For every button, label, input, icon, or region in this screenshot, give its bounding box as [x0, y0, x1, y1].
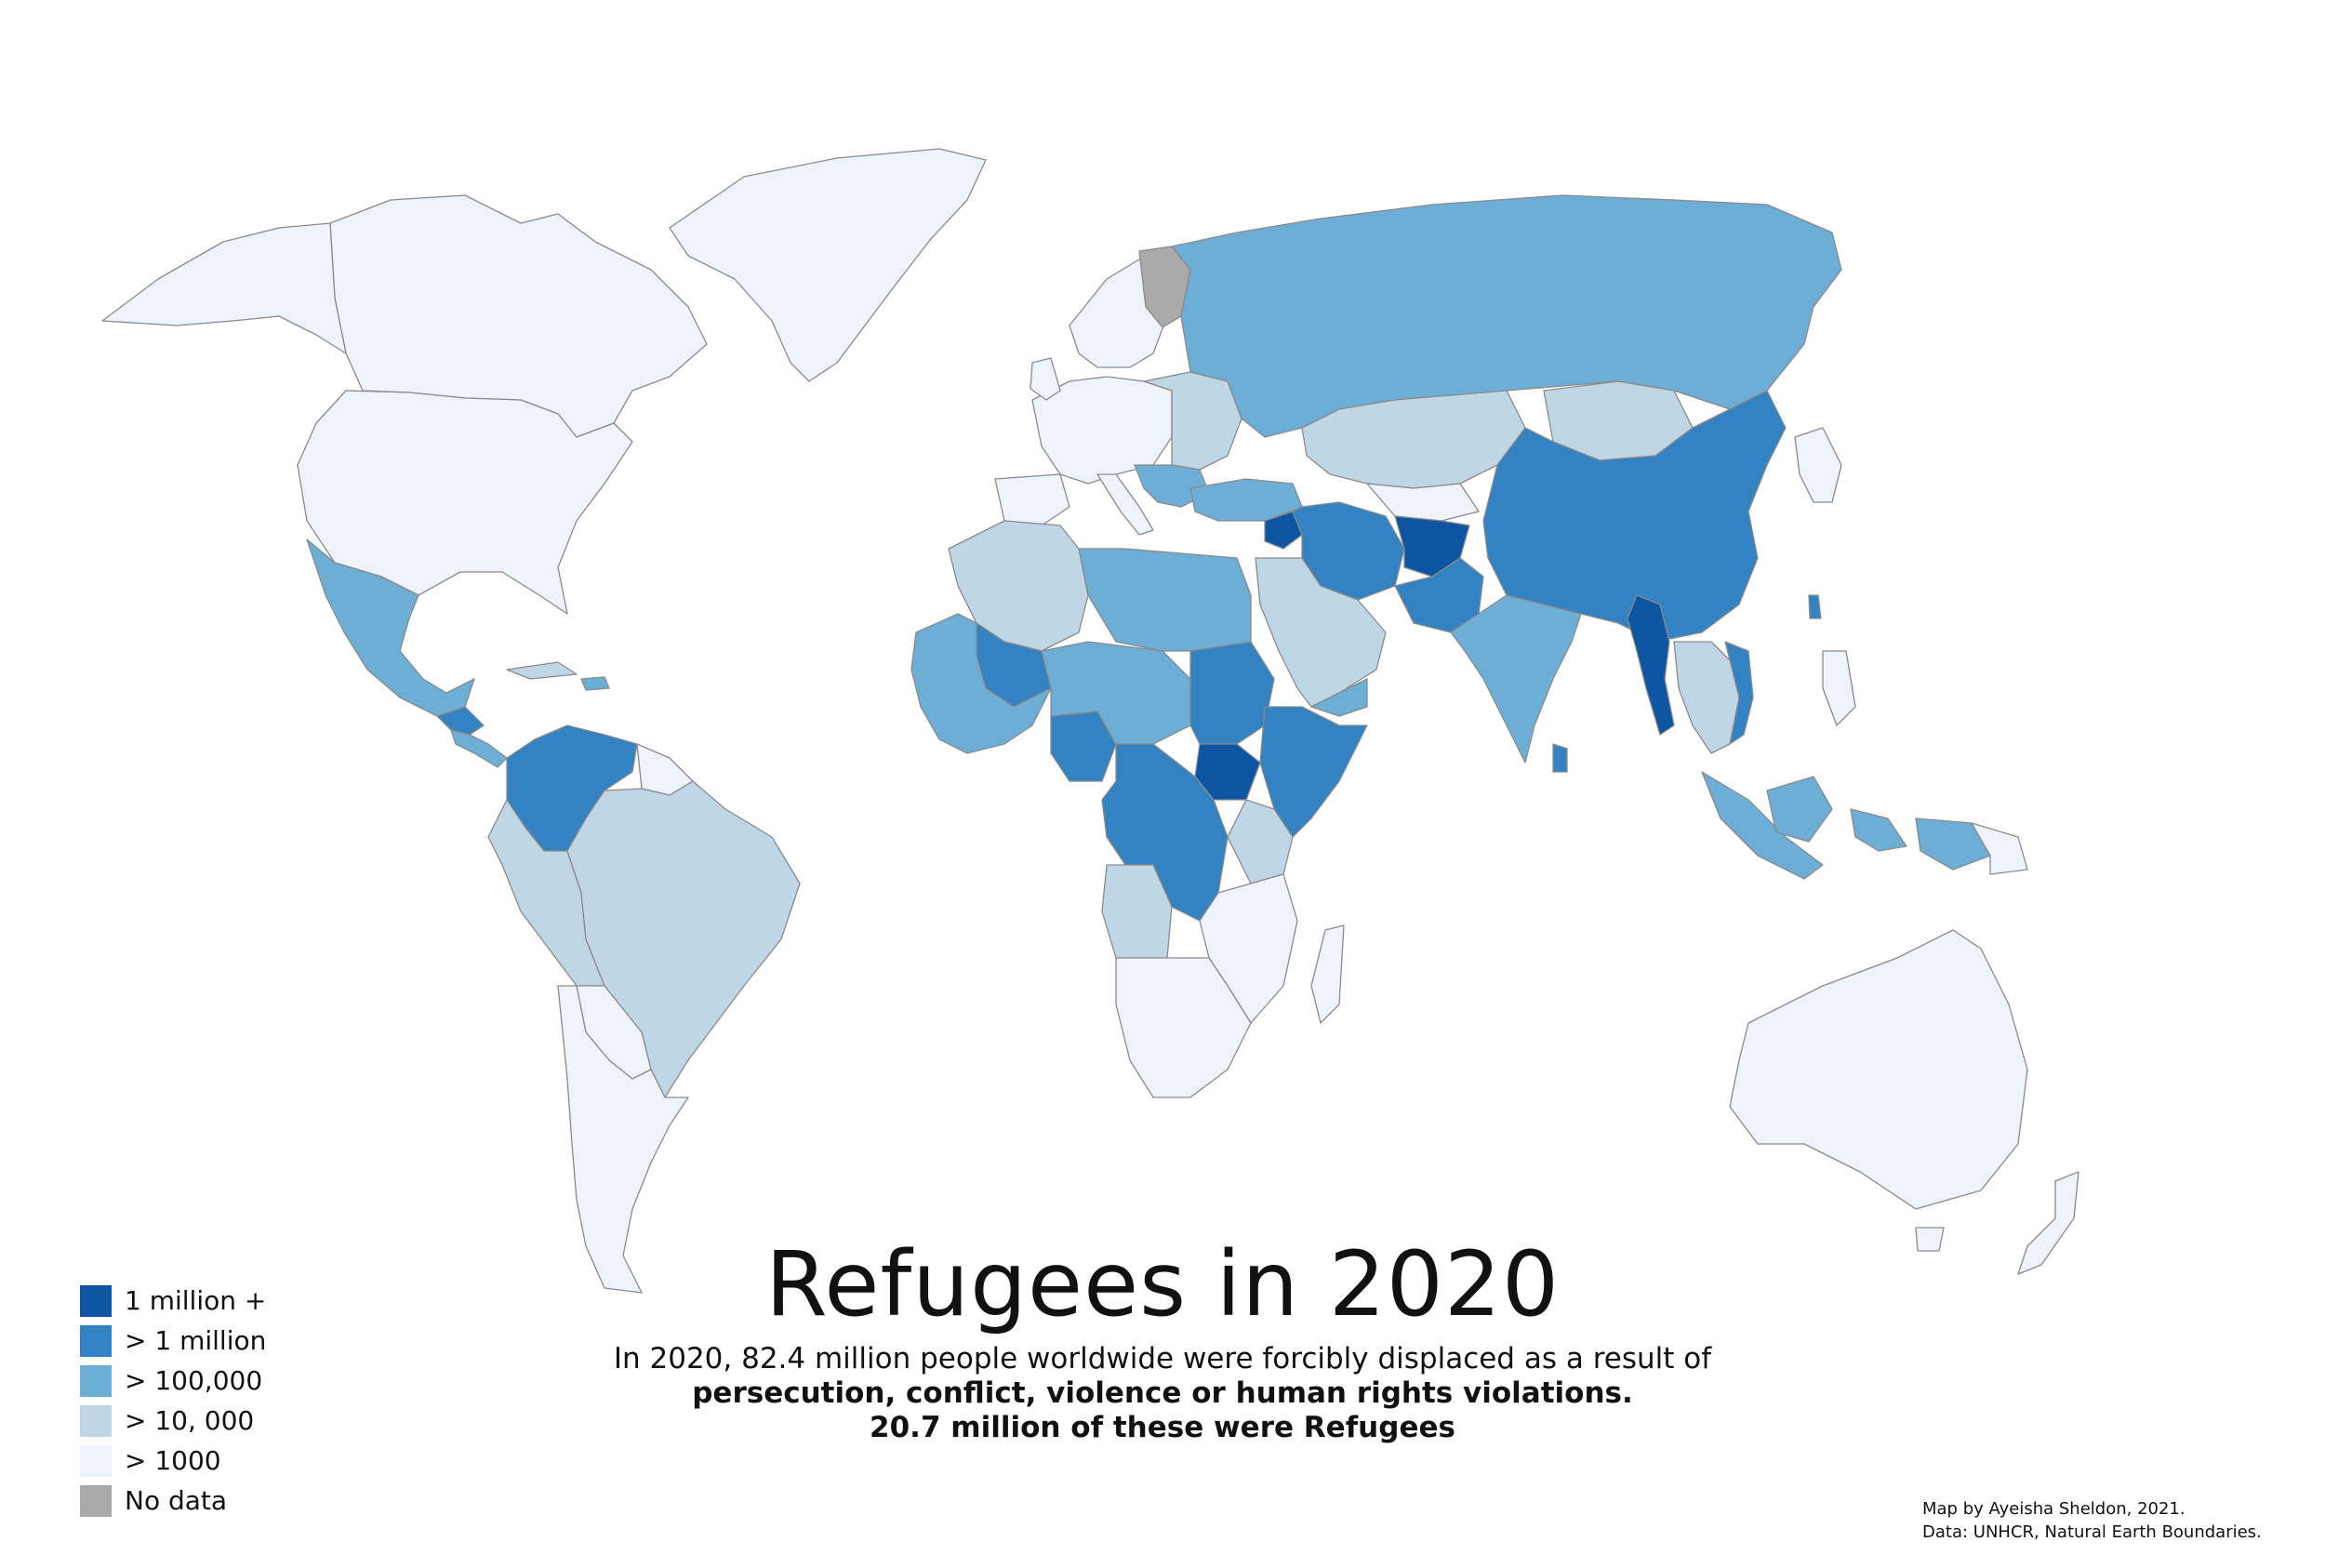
credit-data-source: Data: UNHCR, Natural Earth Boundaries. [1922, 1522, 2262, 1542]
alaska [101, 222, 347, 354]
legend-label: > 1 million [125, 1325, 267, 1356]
mali [976, 622, 1052, 708]
horn-of-africa [1259, 706, 1368, 838]
madagascar [1310, 924, 1345, 1024]
uk [1030, 357, 1061, 401]
legend-swatch [80, 1284, 112, 1317]
italy [1096, 473, 1154, 536]
arabian-peninsula [1255, 557, 1387, 708]
legend-item: > 10, 000 [80, 1401, 266, 1441]
central-america-south [450, 729, 508, 768]
turkey [1189, 478, 1303, 522]
indonesia-east [1850, 808, 1907, 852]
mexico [306, 538, 475, 717]
india [1450, 594, 1582, 764]
legend-item: No data [80, 1481, 266, 1521]
legend-label: > 1000 [125, 1445, 221, 1476]
southern-cone [557, 985, 689, 1294]
legend-swatch [80, 1324, 112, 1357]
subtitle-line-1: In 2020, 82.4 million people worldwide w… [613, 1342, 1712, 1375]
credit-author: Map by Ayeisha Sheldon, 2021. [1922, 1499, 2186, 1519]
legend: 1 million + > 1 million > 100,000 > 10, … [80, 1281, 266, 1521]
indonesia-west [1701, 771, 1824, 880]
legend-item: > 1000 [80, 1441, 266, 1481]
new-guinea [1915, 817, 1991, 870]
subtitle-line-3: 20.7 million of these were Refugees [870, 1411, 1455, 1444]
greenland [669, 148, 987, 382]
legend-label: No data [125, 1485, 228, 1516]
subtitle-line-2: persecution, conflict, violence or human… [692, 1376, 1633, 1410]
korea-japan [1794, 427, 1842, 503]
sri-lanka [1552, 743, 1568, 773]
myanmar [1627, 594, 1675, 736]
morocco-algeria [948, 520, 1089, 652]
haiti [580, 676, 610, 691]
iberia [994, 473, 1070, 526]
legend-swatch [80, 1404, 112, 1437]
legend-label: > 100,000 [125, 1365, 263, 1396]
borneo [1766, 776, 1833, 843]
usa [297, 390, 633, 615]
legend-swatch [80, 1484, 112, 1517]
libya-egypt [1078, 548, 1252, 652]
china [1482, 390, 1787, 643]
central-america [436, 706, 485, 736]
legend-label: > 10, 000 [125, 1405, 255, 1436]
new-zealand [2017, 1171, 2079, 1275]
western-europe [1031, 376, 1173, 485]
legend-item: 1 million + [80, 1281, 266, 1321]
legend-item: > 100,000 [80, 1361, 266, 1401]
central-africa [1101, 743, 1229, 922]
legend-swatch [80, 1444, 112, 1477]
australia [1729, 929, 2028, 1210]
tasmania [1915, 1227, 1945, 1252]
philippines [1822, 650, 1856, 726]
papua-new-guinea [1971, 822, 2028, 875]
legend-item: > 1 million [80, 1321, 266, 1361]
cuba [506, 661, 578, 680]
vietnam [1724, 641, 1754, 745]
map-title: Refugees in 2020 [764, 1232, 1561, 1336]
yemen [1310, 678, 1368, 717]
syria [1264, 511, 1303, 550]
sudan [1189, 641, 1275, 745]
brazil [566, 780, 801, 1098]
legend-label: 1 million + [125, 1285, 267, 1316]
southern-africa [1115, 957, 1252, 1098]
legend-swatch [80, 1364, 112, 1397]
taiwan [1808, 594, 1822, 619]
